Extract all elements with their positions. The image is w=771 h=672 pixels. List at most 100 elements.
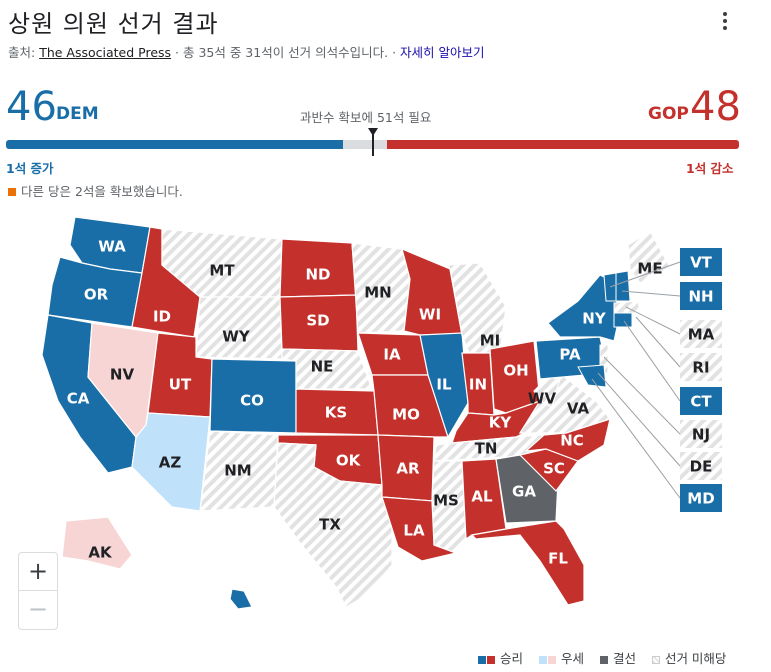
state-label-id: ID	[153, 308, 171, 326]
state-nc[interactable]	[524, 418, 611, 462]
state-label-ca: CA	[67, 390, 90, 408]
gop-change: 1석 감소	[686, 161, 734, 176]
state-label-pa: PA	[559, 346, 581, 364]
state-ak[interactable]	[61, 516, 133, 570]
legend-gop-lean-swatch	[547, 655, 556, 664]
callout-label-de: DE	[690, 458, 713, 476]
state-label-az: AZ	[159, 454, 182, 472]
state-label-va: VA	[567, 400, 590, 418]
state-label-oh: OH	[503, 362, 528, 380]
majority-marker-icon	[368, 128, 378, 136]
state-label-al: AL	[471, 488, 493, 506]
state-md[interactable]	[577, 364, 607, 388]
zoom-in-button[interactable]: +	[19, 553, 57, 591]
legend-dem-lean-swatch	[538, 655, 547, 664]
state-label-ar: AR	[396, 460, 420, 478]
callout-leader-nj	[603, 356, 681, 435]
legend-runoff: 결선	[599, 651, 636, 666]
state-ct[interactable]	[613, 312, 633, 328]
state-label-mn: MN	[364, 284, 391, 302]
legend-gop-swatch	[487, 655, 495, 664]
us-senate-map[interactable]: WA OR CA NV ID MT WY UT AZ CO NM ND SD NE KS OK TX MN IA MO…	[0, 205, 771, 645]
legend-no-race: 선거 미해당	[651, 651, 727, 666]
state-label-wv: WV	[528, 390, 557, 408]
legend-no-race-label: 선거 미해당	[664, 651, 727, 666]
state-label-la: LA	[403, 522, 425, 540]
callout-box-ct[interactable]	[680, 387, 722, 415]
state-label-ms: MS	[433, 492, 459, 510]
other-party-note: 다른 당은 2석을 확보했습니다.	[8, 181, 183, 200]
state-label-wy: WY	[222, 328, 251, 346]
state-label-ia: IA	[383, 346, 401, 364]
legend-runoff-label: 결선	[612, 651, 636, 666]
state-label-ak: AK	[88, 544, 113, 562]
callout-label-ri: RI	[692, 359, 709, 377]
majority-text: 과반수 확보에 51석 필요	[300, 110, 432, 125]
legend-won: 승리	[478, 651, 523, 666]
state-label-mt: MT	[209, 262, 235, 280]
state-az[interactable]	[131, 412, 211, 512]
callout-leader-nh	[621, 290, 681, 297]
seat-bar-gop	[387, 140, 739, 149]
callout-label-ct: CT	[690, 393, 712, 411]
callout-box-nh[interactable]	[680, 282, 722, 310]
state-label-fl: FL	[548, 550, 568, 568]
source-suffix: · 총 35석 중 31석이 선거 의석수입니다. ·	[171, 45, 401, 60]
page-title: 상원 의원 선거 결과	[8, 10, 219, 38]
state-label-nc: NC	[560, 432, 584, 450]
other-party-swatch	[8, 188, 16, 196]
state-wv[interactable]	[533, 376, 561, 408]
state-label-ut: UT	[169, 376, 192, 394]
callout-label-md: MD	[687, 490, 714, 508]
zoom-out-button[interactable]: −	[27, 595, 49, 623]
majority-marker-line	[372, 134, 374, 156]
legend-dem-swatch	[478, 655, 486, 664]
state-label-ok: OK	[336, 452, 362, 470]
state-label-wi: WI	[419, 306, 441, 324]
legend-no-race-swatch	[651, 655, 660, 664]
source-line: 출처: The Associated Press · 총 35석 중 31석이 …	[8, 42, 485, 61]
state-label-nd: ND	[305, 266, 330, 284]
callout-box-md[interactable]	[680, 484, 722, 512]
callout-box-de[interactable]	[680, 452, 722, 480]
state-label-wa: WA	[98, 238, 126, 256]
source-prefix: 출처:	[8, 45, 40, 60]
callout-leader-md	[591, 378, 681, 499]
dem-seat-count: 46	[6, 84, 57, 130]
callout-box-ma[interactable]	[680, 320, 722, 348]
callout-box-nj[interactable]	[680, 420, 722, 448]
legend-won-label: 승리	[499, 651, 523, 666]
callout-leader-ma	[625, 306, 681, 335]
state-label-me: ME	[637, 260, 662, 278]
state-il[interactable]	[419, 332, 469, 439]
callout-box-ri[interactable]	[680, 353, 722, 381]
state-label-ky: KY	[489, 414, 513, 432]
callout-leader-ct	[623, 320, 681, 402]
source-link[interactable]: The Associated Press	[39, 45, 172, 60]
gop-seat-count: 48	[690, 84, 741, 130]
callout-label-vt: VT	[690, 254, 713, 272]
callout-box-vt[interactable]	[680, 248, 722, 276]
state-label-ny: NY	[582, 310, 607, 328]
dem-label: DEM	[56, 104, 99, 124]
state-label-mo: MO	[392, 406, 420, 424]
state-label-sc: SC	[543, 460, 565, 478]
state-fl[interactable]	[470, 520, 585, 606]
callout-label-ma: MA	[688, 326, 715, 344]
state-label-nv: NV	[110, 366, 135, 384]
map-legend: 승리 우세 결선 선거 미해당	[478, 648, 738, 667]
callout-leader-de	[597, 372, 681, 467]
state-hi[interactable]	[229, 588, 253, 610]
state-label-nm: NM	[224, 462, 251, 480]
state-nh[interactable]	[615, 270, 631, 302]
gop-label: GOP	[648, 104, 689, 124]
learn-more-link[interactable]: 자세히 알아보기	[400, 45, 485, 60]
legend-leading-label: 우세	[560, 651, 584, 666]
state-label-or: OR	[84, 286, 109, 304]
more-vert-icon[interactable]	[718, 10, 732, 34]
state-me[interactable]	[627, 230, 671, 284]
state-label-tx: TX	[319, 516, 341, 534]
state-label-tn: TN	[475, 440, 498, 458]
state-label-mi: MI	[480, 332, 501, 350]
state-label-co: CO	[240, 392, 264, 410]
